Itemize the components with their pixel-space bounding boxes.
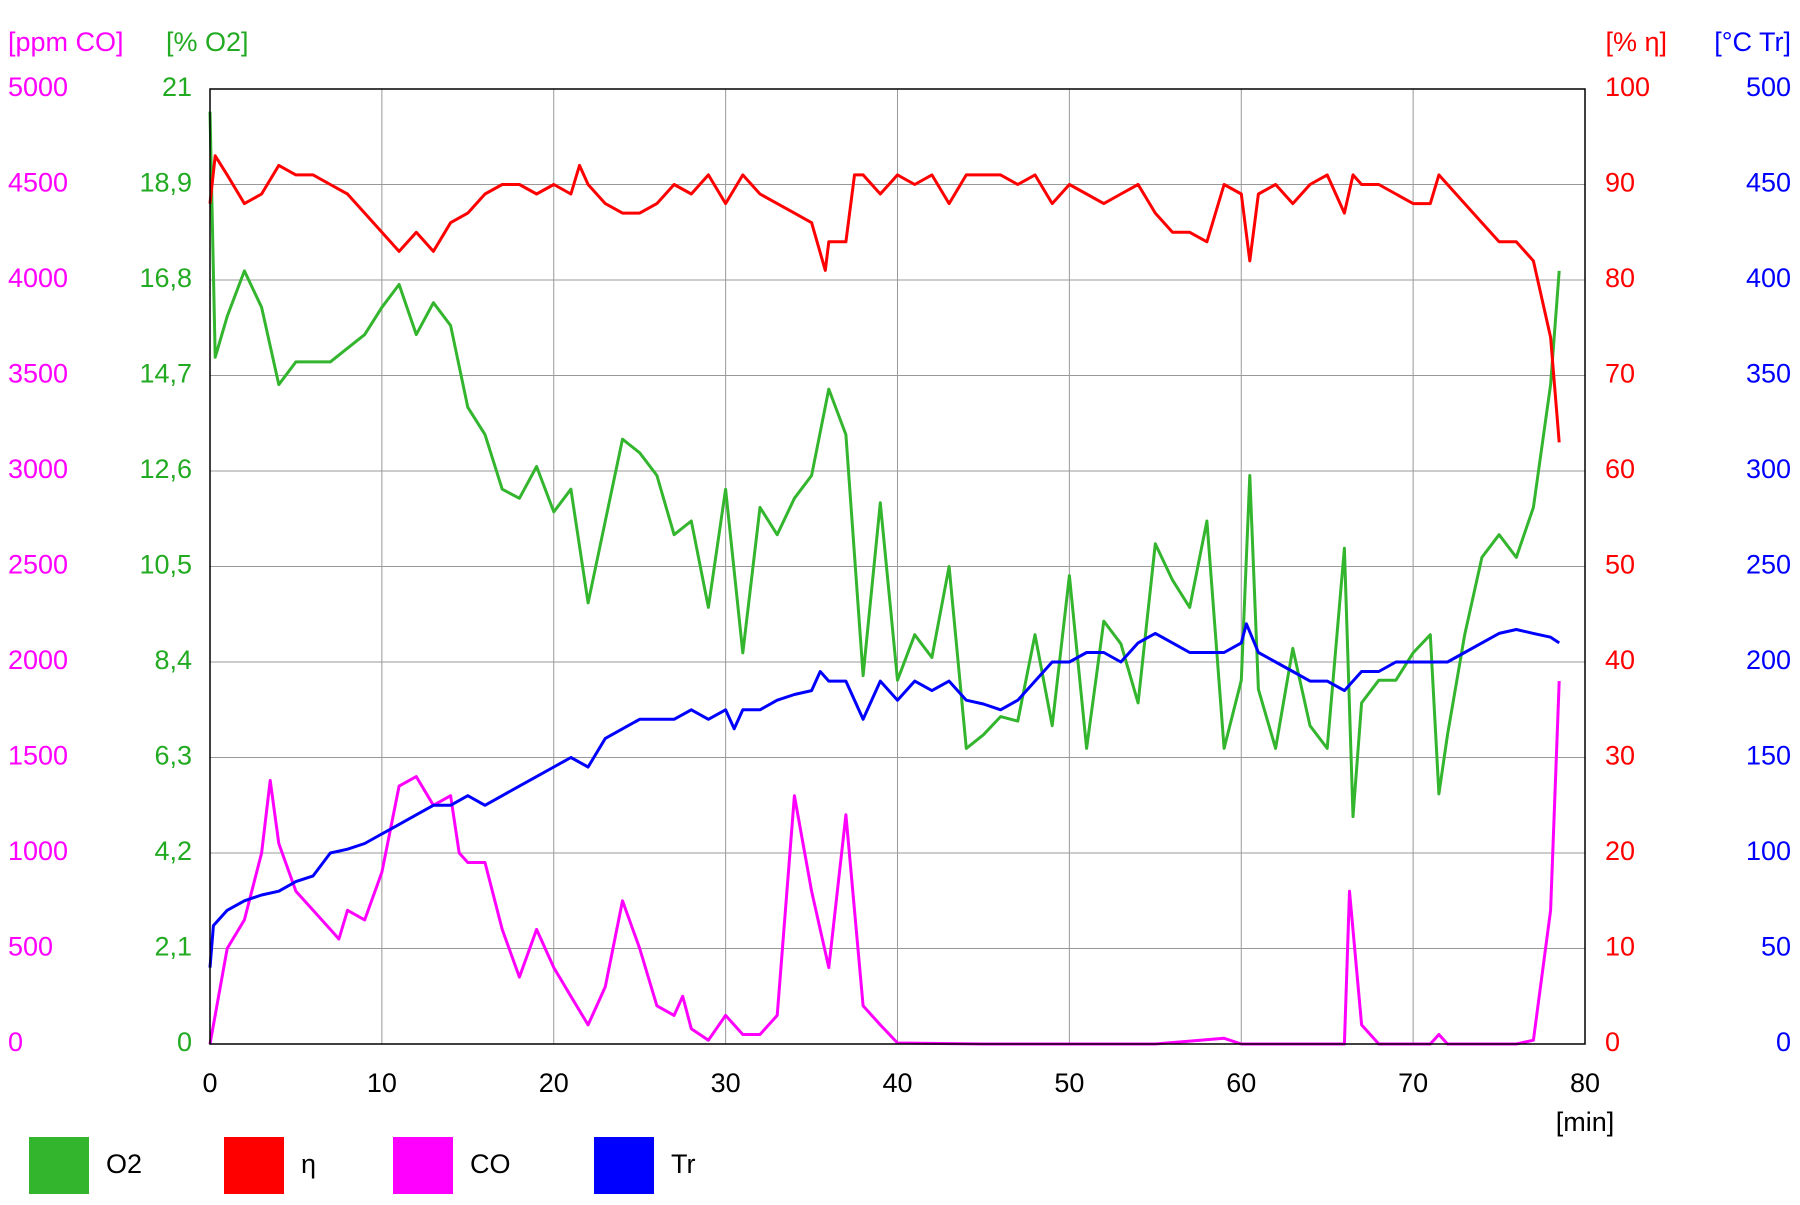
legend-label: η — [301, 1149, 316, 1179]
x-tick-label: 60 — [1226, 1068, 1256, 1098]
y-tick-label: 50 — [1761, 932, 1791, 962]
x-tick-label: 70 — [1398, 1068, 1428, 1098]
y-tick-label: 2,1 — [154, 932, 192, 962]
y-tick-label: 8,4 — [154, 645, 192, 675]
y-axis-label: [°C Tr] — [1714, 27, 1791, 57]
y-tick-label: 100 — [1605, 72, 1650, 102]
y-tick-label: 80 — [1605, 263, 1635, 293]
y-axis-label: [ppm CO] — [8, 27, 124, 57]
y-tick-label: 50 — [1605, 550, 1635, 580]
y-tick-label: 20 — [1605, 836, 1635, 866]
y-tick-label: 3000 — [8, 454, 68, 484]
y-tick-label: 1000 — [8, 836, 68, 866]
series-line — [208, 154, 1561, 443]
legend-swatch — [594, 1137, 654, 1194]
y-tick-label: 0 — [1605, 1027, 1620, 1057]
y-tick-label: 4500 — [8, 168, 68, 198]
legend-swatch — [393, 1137, 453, 1194]
y-tick-label: 70 — [1605, 359, 1635, 389]
legend-swatch — [224, 1137, 284, 1194]
legend-label: O2 — [106, 1149, 142, 1179]
y-tick-label: 10 — [1605, 932, 1635, 962]
y-tick-label: 250 — [1746, 550, 1791, 580]
y-tick-label: 60 — [1605, 454, 1635, 484]
legend-label: CO — [470, 1149, 511, 1179]
series-line — [208, 622, 1561, 968]
y-tick-label: 21 — [162, 72, 192, 102]
x-tick-label: 30 — [711, 1068, 741, 1098]
y-tick-label: 12,6 — [139, 454, 192, 484]
y-tick-label: 3500 — [8, 359, 68, 389]
y-tick-label: 2500 — [8, 550, 68, 580]
y-tick-label: 400 — [1746, 263, 1791, 293]
labels: 0 10 20 30 40 50 60 70 80 [min] [% O2] 0 2,1 4,2 6,3 8,… — [8, 27, 1791, 1194]
legend-label: Tr — [671, 1149, 695, 1179]
x-tick-label: 50 — [1054, 1068, 1084, 1098]
y-tick-label: 16,8 — [139, 263, 192, 293]
y-tick-label: 10,5 — [139, 550, 192, 580]
y-tick-label: 30 — [1605, 741, 1635, 771]
x-tick-label: 0 — [202, 1068, 217, 1098]
y-tick-label: 300 — [1746, 454, 1791, 484]
series-line — [208, 111, 1561, 819]
y-tick-label: 6,3 — [154, 741, 192, 771]
y-tick-label: 5000 — [8, 72, 68, 102]
y-tick-label: 0 — [8, 1027, 23, 1057]
y-tick-label: 4000 — [8, 263, 68, 293]
y-axis-label: [% O2] — [166, 27, 249, 57]
x-tick-label: 40 — [882, 1068, 912, 1098]
y-tick-label: 0 — [1776, 1027, 1791, 1057]
grid — [210, 89, 1585, 1044]
y-tick-label: 2000 — [8, 645, 68, 675]
y-tick-label: 200 — [1746, 645, 1791, 675]
x-axis-label: [min] — [1556, 1107, 1615, 1137]
y-tick-label: 500 — [1746, 72, 1791, 102]
x-tick-label: 80 — [1570, 1068, 1600, 1098]
y-axis-label: [% η] — [1605, 27, 1667, 57]
y-tick-label: 0 — [177, 1027, 192, 1057]
y-tick-label: 100 — [1746, 836, 1791, 866]
y-tick-label: 40 — [1605, 645, 1635, 675]
y-tick-label: 150 — [1746, 741, 1791, 771]
y-tick-label: 4,2 — [154, 836, 192, 866]
plot-frame — [209, 88, 1586, 1045]
y-tick-label: 500 — [8, 932, 53, 962]
y-tick-label: 14,7 — [139, 359, 192, 389]
y-tick-label: 90 — [1605, 168, 1635, 198]
y-tick-label: 18,9 — [139, 168, 192, 198]
y-tick-label: 450 — [1746, 168, 1791, 198]
legend-swatch — [29, 1137, 89, 1194]
y-tick-label: 350 — [1746, 359, 1791, 389]
x-tick-label: 10 — [367, 1068, 397, 1098]
x-tick-label: 20 — [539, 1068, 569, 1098]
y-tick-label: 1500 — [8, 741, 68, 771]
